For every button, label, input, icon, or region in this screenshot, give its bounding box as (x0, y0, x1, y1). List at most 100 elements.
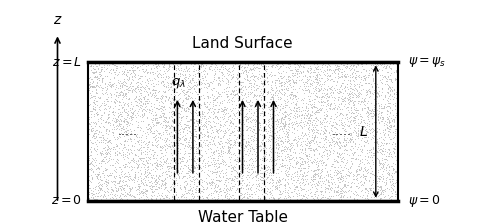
Point (367, 166, 375, 169)
Point (371, 148, 379, 152)
Point (280, 85, 288, 88)
Point (226, 122, 234, 125)
Point (340, 148, 348, 151)
Point (156, 120, 164, 124)
Point (123, 153, 131, 156)
Point (260, 72, 268, 75)
Point (270, 199, 278, 202)
Point (134, 85, 141, 89)
Point (260, 145, 268, 148)
Point (125, 88, 133, 92)
Point (388, 191, 396, 195)
Point (192, 150, 200, 153)
Point (274, 120, 282, 123)
Point (278, 161, 285, 165)
Point (86, 161, 94, 165)
Point (305, 88, 313, 91)
Point (160, 170, 168, 173)
Point (311, 159, 319, 162)
Point (341, 184, 349, 188)
Point (318, 180, 326, 183)
Point (276, 139, 284, 143)
Point (224, 192, 232, 196)
Point (176, 167, 184, 171)
Point (124, 78, 132, 82)
Point (364, 135, 372, 138)
Point (244, 187, 252, 190)
Point (211, 158, 219, 161)
Point (257, 97, 265, 101)
Point (132, 154, 140, 157)
Point (348, 88, 356, 91)
Point (122, 91, 130, 95)
Point (103, 173, 111, 177)
Point (314, 180, 322, 183)
Point (158, 191, 166, 195)
Point (228, 121, 235, 124)
Point (88, 80, 96, 84)
Point (350, 174, 358, 178)
Point (163, 137, 171, 141)
Point (175, 68, 183, 72)
Point (174, 64, 182, 68)
Point (89, 163, 97, 167)
Point (186, 69, 194, 73)
Point (251, 174, 259, 178)
Point (154, 161, 162, 165)
Point (120, 180, 128, 184)
Point (152, 162, 160, 166)
Point (266, 139, 274, 143)
Point (296, 157, 304, 161)
Point (248, 195, 256, 198)
Point (280, 115, 288, 119)
Point (174, 144, 182, 147)
Point (97, 117, 105, 121)
Point (310, 137, 318, 140)
Point (171, 78, 179, 82)
Point (290, 126, 298, 129)
Point (162, 159, 170, 162)
Point (248, 100, 256, 104)
Point (324, 184, 332, 187)
Text: $z = L$: $z = L$ (52, 56, 82, 69)
Point (382, 155, 390, 158)
Point (284, 152, 292, 156)
Point (130, 97, 138, 101)
Point (193, 194, 201, 198)
Point (142, 134, 150, 138)
Point (220, 135, 228, 139)
Point (333, 160, 341, 163)
Point (378, 110, 386, 113)
Point (390, 91, 398, 94)
Point (263, 131, 271, 134)
Point (342, 198, 350, 202)
Point (126, 61, 134, 64)
Point (239, 178, 247, 182)
Point (286, 64, 294, 68)
Point (346, 140, 354, 144)
Point (250, 75, 258, 78)
Point (124, 174, 132, 178)
Point (150, 67, 158, 70)
Point (120, 69, 128, 72)
Point (286, 108, 294, 112)
Point (268, 61, 276, 65)
Point (391, 154, 399, 157)
Point (103, 92, 111, 96)
Point (340, 144, 348, 148)
Point (341, 72, 349, 76)
Point (142, 141, 150, 145)
Point (274, 148, 282, 151)
Point (351, 142, 359, 145)
Point (204, 197, 212, 201)
Point (190, 165, 198, 169)
Point (256, 72, 264, 76)
Point (102, 120, 110, 124)
Point (310, 71, 318, 74)
Point (156, 145, 164, 148)
Point (320, 95, 328, 99)
Point (324, 197, 332, 200)
Point (249, 63, 257, 66)
Point (381, 128, 389, 132)
Point (100, 138, 108, 142)
